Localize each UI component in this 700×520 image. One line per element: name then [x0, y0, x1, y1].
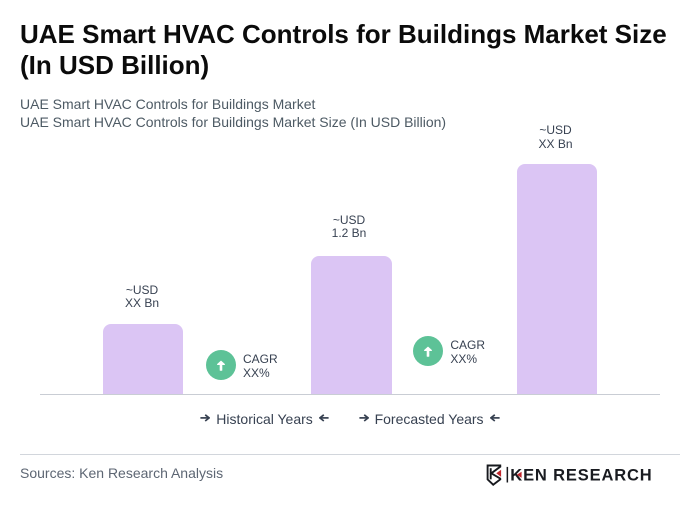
- svg-text:KEN RESEARCH: KEN RESEARCH: [510, 466, 652, 484]
